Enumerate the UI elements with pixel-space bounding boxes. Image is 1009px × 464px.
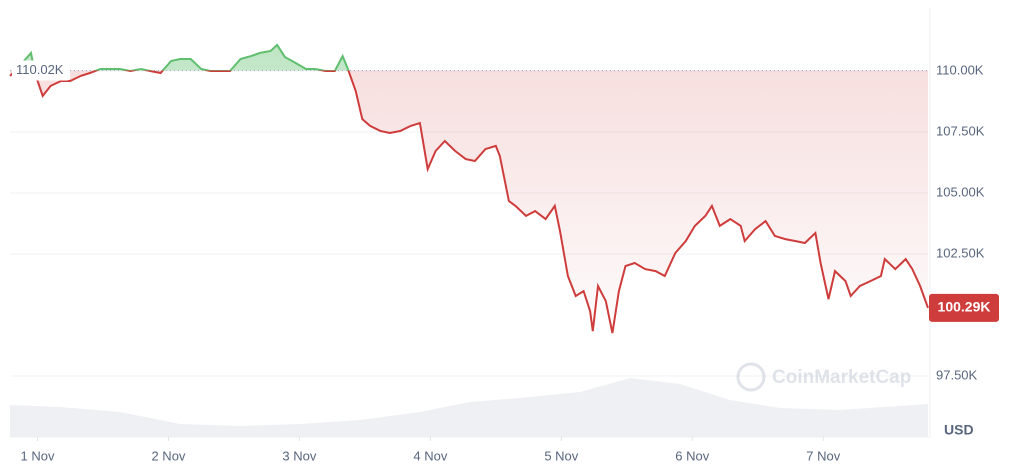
price-line-up [14, 43, 350, 71]
x-tick-label: 5 Nov [544, 448, 578, 463]
y-tick-label: 105.00K [936, 184, 985, 199]
y-unit: USD [944, 422, 974, 438]
watermark: CoinMarketCap [736, 362, 911, 392]
y-tick-label: 107.50K [936, 123, 985, 138]
y-tick-label: 102.50K [936, 245, 985, 260]
price-line-down [9, 70, 929, 334]
price-tag-label: 100.29K [938, 299, 991, 315]
area-down [10, 70, 928, 334]
volume-area [10, 378, 928, 437]
y-tick-label: 110.00K [936, 62, 984, 77]
x-tick-label: 2 Nov [151, 448, 185, 463]
x-tick-label: 1 Nov [21, 448, 55, 463]
watermark-text: CoinMarketCap [772, 367, 911, 388]
reference-label-bg [12, 60, 70, 81]
x-tick-label: 4 Nov [413, 448, 447, 463]
y-tick-label: 97.50K [936, 367, 978, 382]
area-up [10, 44, 928, 71]
x-tick-label: 3 Nov [282, 448, 316, 463]
price-tag [929, 293, 999, 322]
reference-label: 110.02K [16, 62, 64, 77]
x-tick-label: 6 Nov [675, 448, 709, 463]
x-tick-label: 7 Nov [806, 448, 840, 463]
